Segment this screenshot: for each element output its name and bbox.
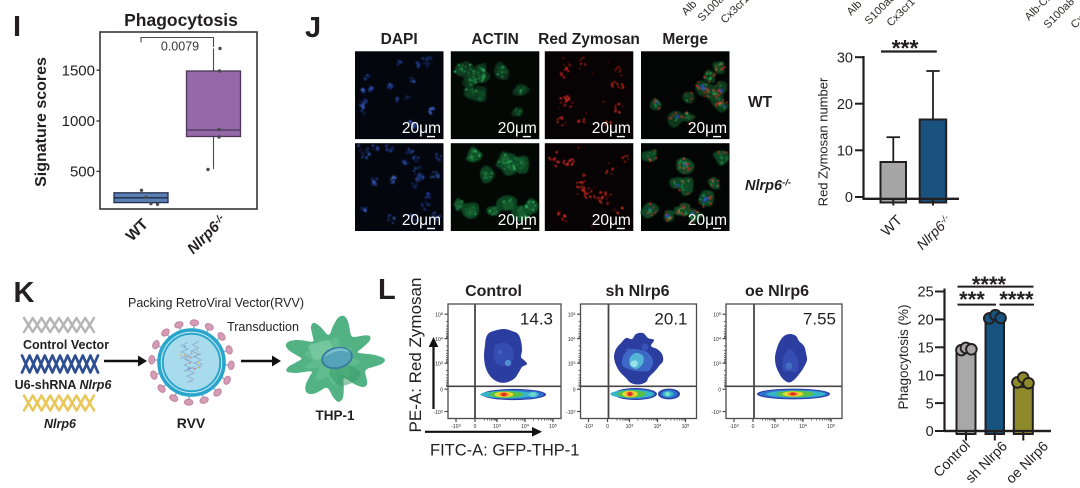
svg-text:0: 0 [573,388,576,394]
svg-text:25: 25 [918,285,934,301]
svg-text:***: *** [892,35,919,61]
svg-text:0: 0 [752,424,755,430]
svg-text:104: 104 [435,336,444,344]
svg-text:104: 104 [568,336,577,344]
svg-text:105: 105 [435,311,444,319]
svg-text:-103: -103 [584,423,594,431]
svg-text:Nlrp6: Nlrp6 [44,417,77,431]
svg-text:DAPI: DAPI [381,31,418,48]
svg-text:20.1: 20.1 [654,310,687,329]
svg-text:PE-A: Red Zymosan: PE-A: Red Zymosan [406,278,425,433]
svg-text:104: 104 [713,336,722,344]
svg-text:105: 105 [568,311,577,319]
svg-text:500: 500 [70,164,95,181]
svg-text:0: 0 [718,388,721,394]
svg-text:103: 103 [771,423,780,431]
svg-text:20μm: 20μm [688,212,727,229]
svg-text:Transduction: Transduction [227,320,299,334]
svg-text:14.3: 14.3 [520,310,553,329]
svg-text:10: 10 [918,368,934,384]
svg-text:104: 104 [654,423,663,431]
svg-text:FITC-A: GFP-THP-1: FITC-A: GFP-THP-1 [430,442,579,460]
svg-text:-103: -103 [729,423,739,431]
svg-text:20μm: 20μm [402,120,441,137]
svg-text:J: J [305,12,321,44]
svg-text:-103: -103 [566,409,576,417]
svg-text:20μm: 20μm [688,120,727,137]
svg-text:-103: -103 [451,423,461,431]
svg-text:15: 15 [918,341,934,357]
svg-text:20μm: 20μm [592,120,631,137]
svg-text:****: **** [972,272,1007,297]
svg-text:oe Nlrp6: oe Nlrp6 [745,283,809,300]
svg-text:105: 105 [682,423,691,431]
svg-text:20μm: 20μm [498,212,537,229]
svg-text:20: 20 [837,97,853,113]
svg-text:0.0079: 0.0079 [161,40,199,54]
svg-text:Control Vector: Control Vector [23,338,109,352]
svg-text:L: L [378,274,396,306]
svg-text:103: 103 [493,423,502,431]
svg-text:103: 103 [626,423,635,431]
svg-text:Red Zymosan: Red Zymosan [538,31,640,48]
svg-text:RVV: RVV [177,415,206,431]
svg-text:103: 103 [568,360,577,368]
svg-text:-103: -103 [434,409,444,417]
svg-text:ACTIN: ACTIN [471,31,518,48]
svg-text:***: *** [959,287,985,312]
svg-text:105: 105 [713,311,722,319]
svg-text:Phagocytosis: Phagocytosis [124,10,238,30]
svg-text:Merge: Merge [662,31,708,48]
svg-text:I: I [13,11,21,43]
svg-text:****: **** [999,287,1034,312]
svg-text:sh Nlrp6: sh Nlrp6 [605,283,669,300]
svg-text:WT: WT [748,94,773,111]
svg-text:0: 0 [926,424,934,440]
svg-text:U6-shRNA Nlrp6: U6-shRNA Nlrp6 [15,378,113,392]
svg-text:0: 0 [474,424,477,430]
svg-text:Control: Control [465,283,522,300]
svg-text:20μm: 20μm [402,212,441,229]
svg-text:-103: -103 [712,409,722,417]
svg-text:1000: 1000 [62,113,95,130]
svg-text:30: 30 [837,50,853,66]
svg-text:Red Zymosan number: Red Zymosan number [816,77,831,206]
svg-text:20μm: 20μm [498,120,537,137]
svg-text:1500: 1500 [62,62,95,79]
svg-text:K: K [14,277,35,309]
svg-text:0: 0 [606,424,609,430]
svg-text:THP-1: THP-1 [315,408,354,423]
svg-text:Phagocytosis (%): Phagocytosis (%) [896,304,911,409]
svg-text:Signature scores: Signature scores [33,57,50,187]
svg-text:20: 20 [918,313,934,329]
svg-text:20μm: 20μm [592,212,631,229]
svg-text:103: 103 [435,360,444,368]
svg-text:Packing RetroViral Vector(RVV): Packing RetroViral Vector(RVV) [128,296,304,310]
svg-text:105: 105 [827,423,836,431]
svg-text:7.55: 7.55 [803,310,836,329]
svg-text:103: 103 [713,360,722,368]
svg-text:0: 0 [845,190,853,206]
svg-text:105: 105 [549,423,558,431]
svg-text:5: 5 [926,396,934,412]
svg-text:10: 10 [837,144,853,160]
svg-text:Nlrp6-/-: Nlrp6-/- [745,178,791,195]
svg-text:0: 0 [440,388,443,394]
svg-text:104: 104 [799,423,808,431]
svg-text:104: 104 [521,423,530,431]
